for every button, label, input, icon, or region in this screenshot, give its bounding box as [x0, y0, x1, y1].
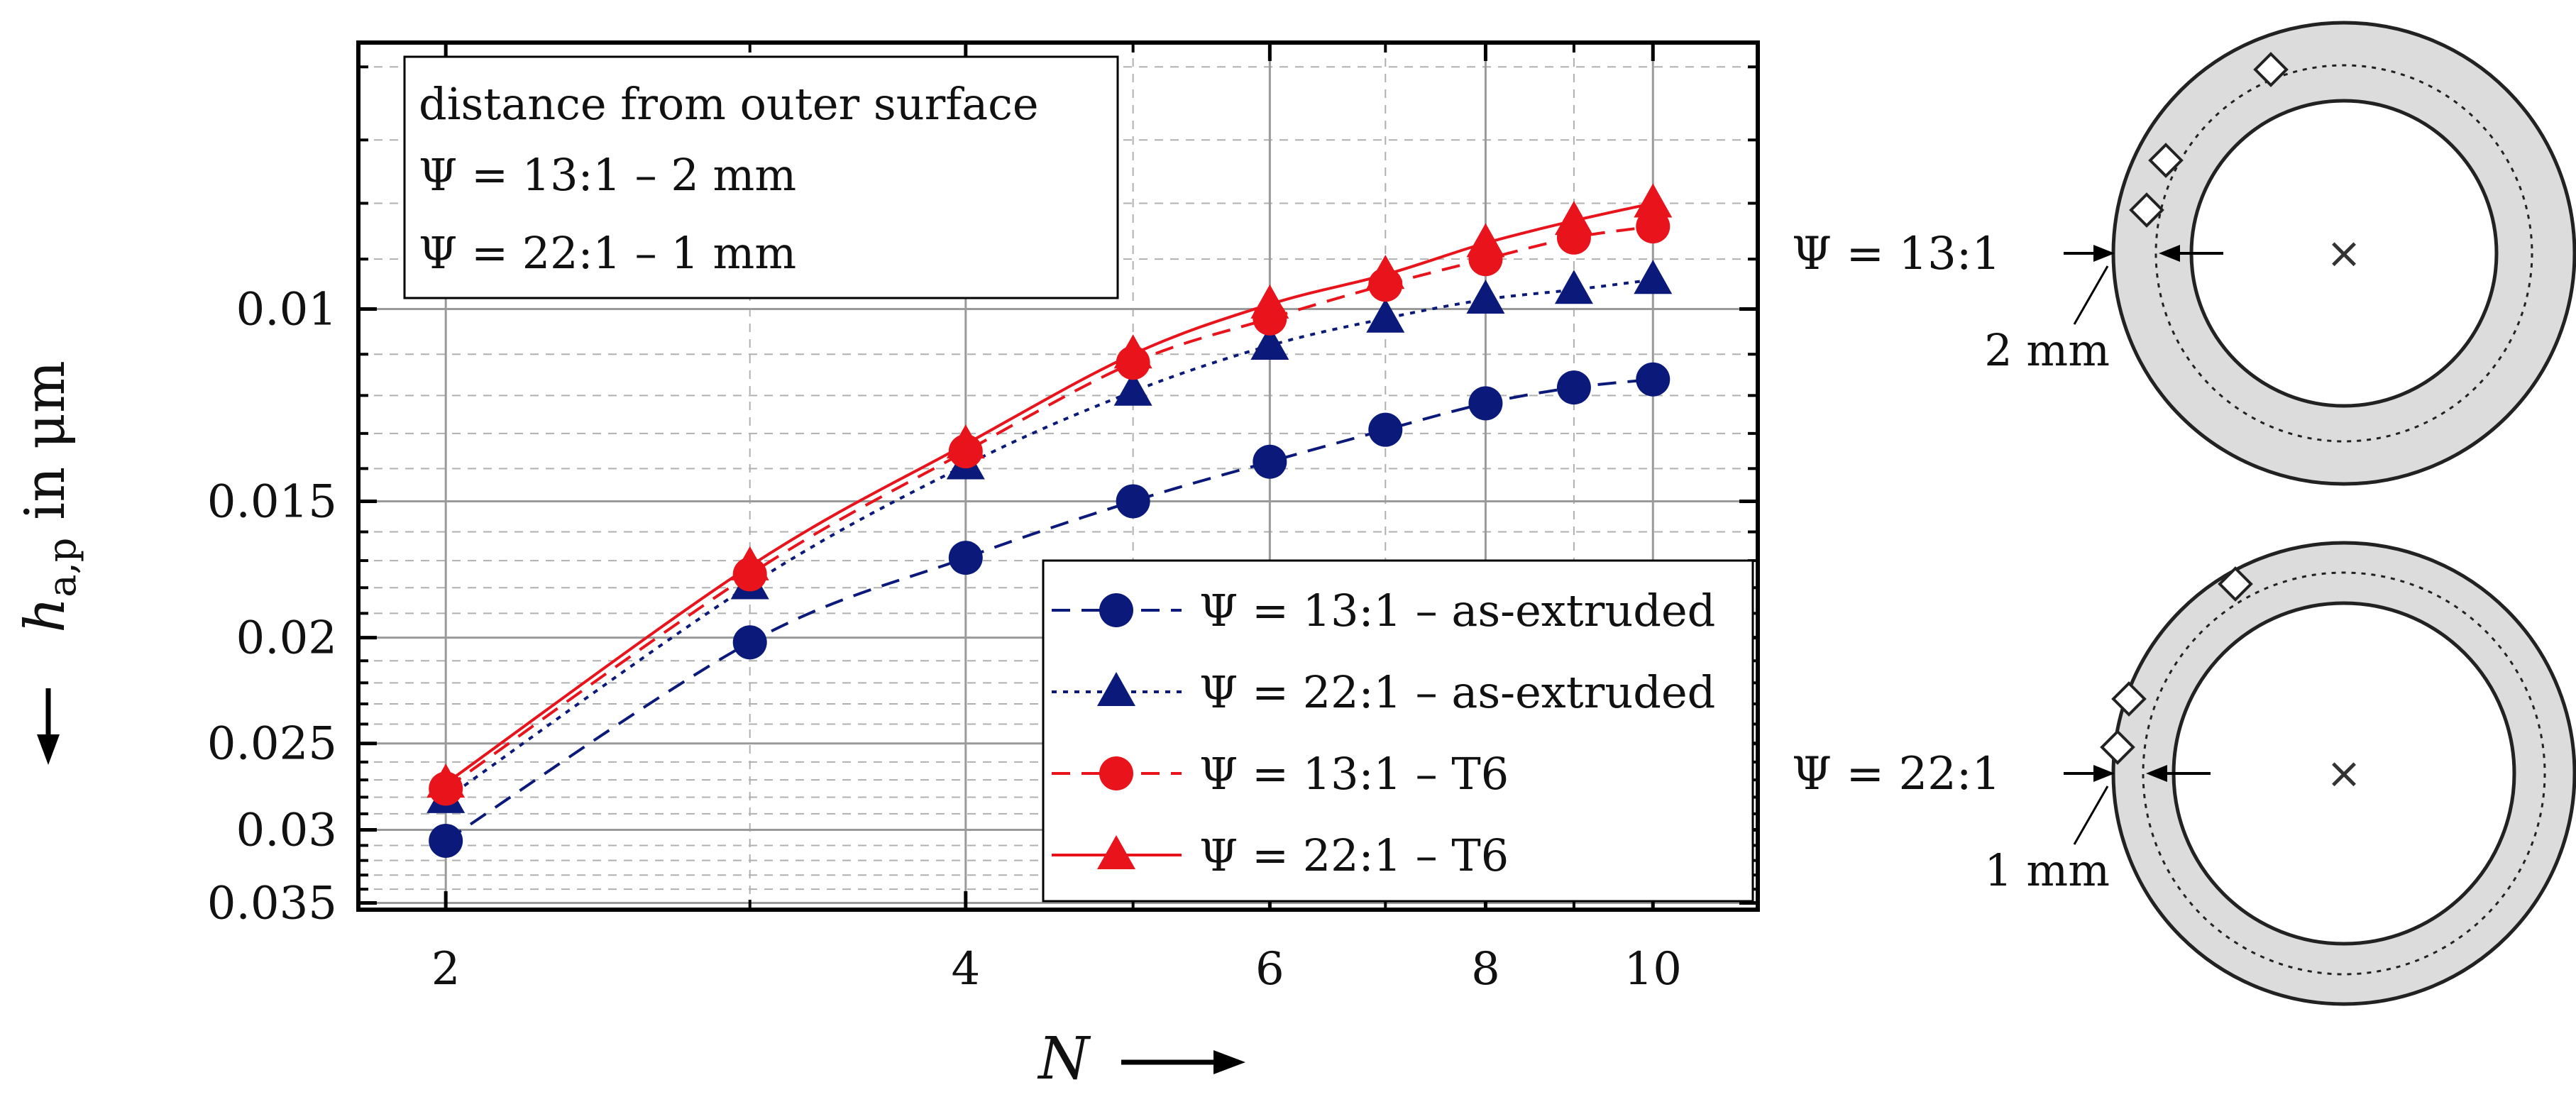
y-tick-label: 0.015: [207, 475, 337, 528]
diagram-label: Ψ = 22:1: [1792, 748, 2000, 800]
depth-leader-line: [2073, 785, 2109, 845]
y-axis-title: ha,p in μm: [13, 360, 84, 633]
data-point: [1634, 260, 1673, 294]
outer-arrow-head: [2093, 765, 2115, 782]
data-point: [1636, 362, 1670, 397]
depth-label: 2 mm: [1984, 324, 2110, 376]
diagram-label: Ψ = 13:1: [1792, 228, 2000, 280]
tick-labels: 2 4 6 8 10 0.01 0.015 0.02 0.025 0.03 0.035: [207, 284, 1682, 996]
legend-marker: [1099, 756, 1133, 790]
x-axis-arrow: [1121, 1050, 1245, 1074]
x-tick-label: 6: [1255, 943, 1284, 996]
legend-box: [1042, 559, 1754, 903]
annotation-line: distance from outer surface: [419, 78, 1039, 130]
legend-label: Ψ = 13:1 – as-extruded: [1199, 585, 1715, 636]
legend-label: Ψ = 22:1 – as-extruded: [1199, 666, 1715, 718]
data-point: [1366, 255, 1405, 290]
data-point: [1250, 284, 1289, 319]
data-point: [1556, 370, 1591, 405]
measurement-path: [2142, 571, 2546, 976]
series-group: [426, 183, 1673, 798]
outer-arrow-head: [2093, 245, 2115, 262]
data-point: [730, 546, 769, 580]
legend-label: Ψ = 13:1 – T6: [1199, 748, 1509, 800]
center-mark: ×: [2326, 749, 2362, 798]
legend-label: Ψ = 22:1 – T6: [1199, 829, 1509, 881]
legend: Ψ = 13:1 – as-extruded Ψ = 22:1 – as-extr…: [1042, 559, 1754, 903]
data-point: [426, 764, 466, 798]
annotation-box: distance from outer surface Ψ = 13:1 – 2…: [403, 55, 1119, 299]
measurement-point-marker: [2100, 729, 2135, 765]
data-point: [1366, 298, 1405, 333]
y-tick-label: 0.035: [207, 878, 337, 930]
annotation-line: Ψ = 13:1 – 2 mm: [419, 149, 796, 201]
y-axis-arrow: [37, 688, 60, 765]
annotation-line: Ψ = 22:1 – 1 mm: [419, 227, 796, 279]
legend-marker: [1097, 835, 1135, 869]
series-line: [445, 377, 1653, 842]
measurement-point-marker: [2111, 681, 2147, 717]
inner-arrow-head: [2146, 765, 2167, 782]
data-point: [1253, 444, 1287, 479]
y-tick-label: 0.01: [236, 284, 338, 336]
legend-marker: [1099, 593, 1133, 627]
inner-arrow-head: [2159, 245, 2180, 262]
data-point: [1554, 270, 1593, 304]
measurement-path: [2154, 64, 2533, 443]
x-tick-label: 4: [951, 943, 980, 996]
data-point: [1634, 183, 1673, 218]
measurement-point-marker: [2218, 566, 2253, 602]
data-point: [1554, 201, 1593, 236]
data-point: [946, 424, 985, 459]
measurement-point-marker: [2148, 143, 2184, 178]
data-point: [1116, 484, 1150, 519]
data-point: [429, 823, 463, 858]
data-point: [1368, 412, 1403, 447]
depth-leader-line: [2073, 265, 2109, 325]
x-tick-label: 2: [431, 943, 461, 996]
data-point: [1636, 209, 1670, 244]
data-point: [1466, 223, 1505, 258]
y-tick-label: 0.02: [236, 612, 338, 665]
series-line: [445, 278, 1653, 800]
data-point: [1466, 280, 1505, 314]
plot-frame: [356, 40, 1760, 912]
cross-section-diagrams: × Ψ = 13:1 2 mm × Ψ = 22:1 1 mm: [1792, 21, 2576, 1006]
axis-ticks: [358, 43, 1758, 910]
depth-label: 1 mm: [1984, 844, 2110, 896]
y-tick-label: 0.025: [207, 718, 337, 771]
series-group: [429, 362, 1670, 858]
data-point: [1113, 334, 1152, 369]
measurement-point-marker: [2129, 192, 2164, 228]
legend-marker: [1097, 672, 1135, 706]
x-axis-title: N: [1037, 1025, 1091, 1093]
series-layer: [426, 183, 1673, 858]
center-mark: ×: [2326, 228, 2362, 278]
data-point: [732, 625, 767, 660]
data-point: [1250, 325, 1289, 360]
svg-text:ha,p in μm: ha,p in μm: [13, 360, 84, 633]
measurement-point-marker: [2253, 52, 2289, 87]
data-point: [948, 541, 983, 575]
x-tick-label: 10: [1624, 943, 1682, 996]
cross-section-diagram: × Ψ = 22:1 1 mm: [1792, 541, 2576, 1006]
data-point: [1468, 386, 1503, 421]
y-tick-label: 0.03: [236, 805, 338, 857]
x-tick-label: 8: [1471, 943, 1500, 996]
cross-section-diagram: × Ψ = 13:1 2 mm: [1792, 21, 2576, 486]
data-point: [1113, 371, 1152, 406]
